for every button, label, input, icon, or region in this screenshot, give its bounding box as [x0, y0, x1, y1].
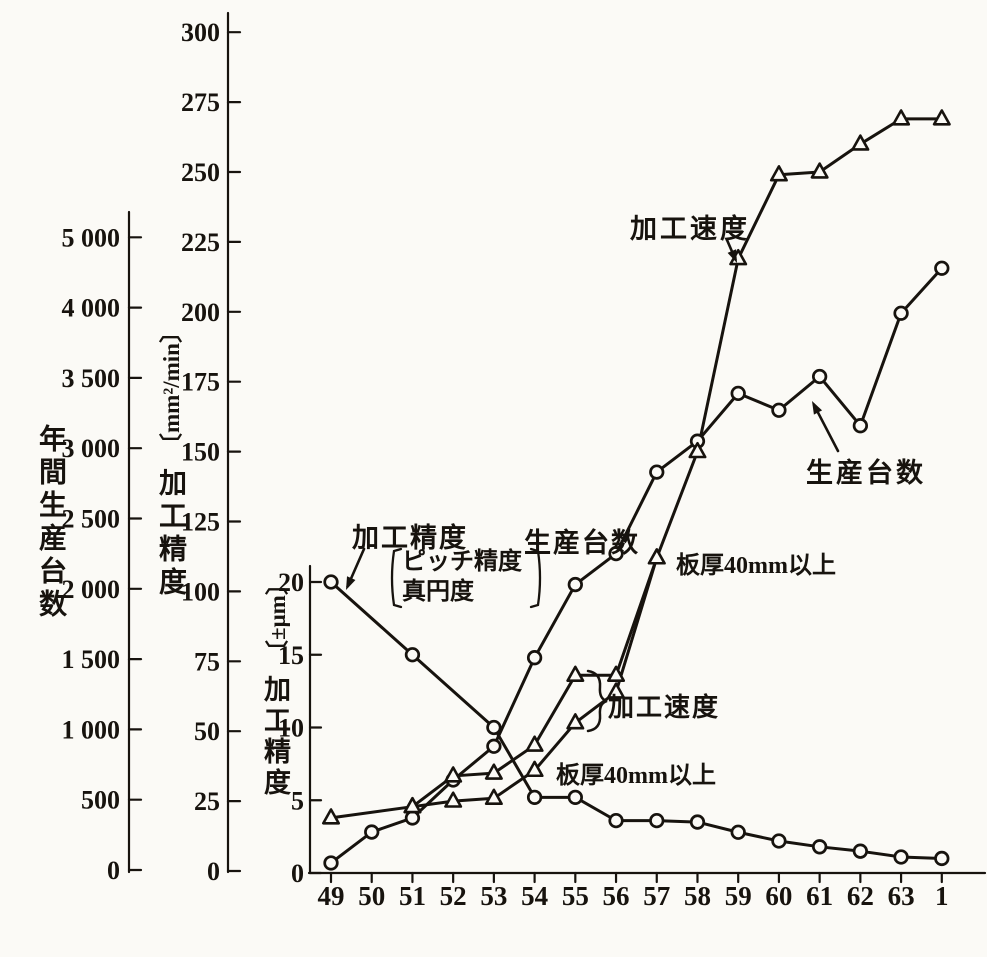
- svg-text:3 500: 3 500: [62, 364, 121, 393]
- svg-text:54: 54: [521, 881, 548, 911]
- svg-text:53: 53: [480, 881, 507, 911]
- svg-text:58: 58: [684, 881, 711, 911]
- svg-text:20: 20: [278, 568, 304, 597]
- svg-text:0: 0: [291, 859, 304, 888]
- annotation-production-right: 生産台数: [806, 458, 926, 488]
- svg-text:1: 1: [935, 881, 949, 911]
- svg-text:0: 0: [207, 857, 220, 886]
- svg-text:2 500: 2 500: [62, 505, 121, 534]
- svg-text:2 000: 2 000: [62, 575, 121, 604]
- svg-text:75: 75: [194, 647, 220, 676]
- svg-text:150: 150: [181, 438, 220, 467]
- svg-text:250: 250: [181, 158, 220, 187]
- svg-text:25: 25: [194, 787, 220, 816]
- annotation-speed-top: 加工速度: [630, 214, 750, 244]
- svg-text:60: 60: [765, 881, 792, 911]
- annotation-accuracy-detail: ピッチ精度 真円度: [402, 547, 522, 607]
- annotation-roundness: 真円度: [402, 579, 474, 605]
- svg-text:57: 57: [643, 881, 670, 911]
- svg-text:125: 125: [181, 508, 220, 537]
- annotation-speed-mid: 加工速度: [608, 693, 721, 722]
- svg-text:0: 0: [107, 856, 120, 885]
- annotation-thick-plate-lower: 板厚40mm以上: [556, 763, 716, 789]
- annotation-production-mid: 生産台数: [524, 528, 640, 558]
- svg-text:5: 5: [291, 786, 304, 815]
- annotation-thick-plate-upper: 板厚40mm以上: [676, 553, 836, 579]
- svg-text:300: 300: [181, 18, 220, 47]
- svg-text:50: 50: [194, 717, 220, 746]
- accuracy-axis-title: 加工精度: [260, 675, 290, 799]
- svg-text:61: 61: [806, 881, 833, 911]
- accuracy-axis-unit: 〔±μm〕: [265, 572, 290, 663]
- svg-text:4 000: 4 000: [62, 294, 121, 323]
- svg-text:200: 200: [181, 298, 220, 327]
- svg-text:49: 49: [318, 881, 345, 911]
- svg-text:1 000: 1 000: [62, 715, 121, 744]
- svg-text:100: 100: [181, 577, 220, 606]
- svg-text:5 000: 5 000: [62, 223, 121, 252]
- annotation-accuracy-title: 加工精度: [352, 523, 468, 553]
- svg-text:225: 225: [181, 228, 220, 257]
- production-axis-title: 年間生産台数: [35, 424, 66, 622]
- svg-text:175: 175: [181, 368, 220, 397]
- svg-text:500: 500: [81, 786, 120, 815]
- speed-axis-title: 加工精度: [155, 468, 186, 600]
- svg-text:56: 56: [603, 881, 630, 911]
- svg-text:63: 63: [888, 881, 915, 911]
- svg-text:3 000: 3 000: [62, 434, 121, 463]
- svg-text:1 500: 1 500: [62, 645, 121, 674]
- svg-text:55: 55: [562, 881, 589, 911]
- speed-axis-unit: 〔mm²/min〕: [159, 320, 184, 456]
- svg-text:10: 10: [278, 714, 304, 743]
- annotation-pitch-accuracy: ピッチ精度: [402, 549, 522, 575]
- svg-text:50: 50: [358, 881, 385, 911]
- svg-text:275: 275: [181, 88, 220, 117]
- svg-text:52: 52: [440, 881, 467, 911]
- svg-text:59: 59: [725, 881, 752, 911]
- svg-text:15: 15: [278, 641, 304, 670]
- svg-text:62: 62: [847, 881, 874, 911]
- svg-text:51: 51: [399, 881, 426, 911]
